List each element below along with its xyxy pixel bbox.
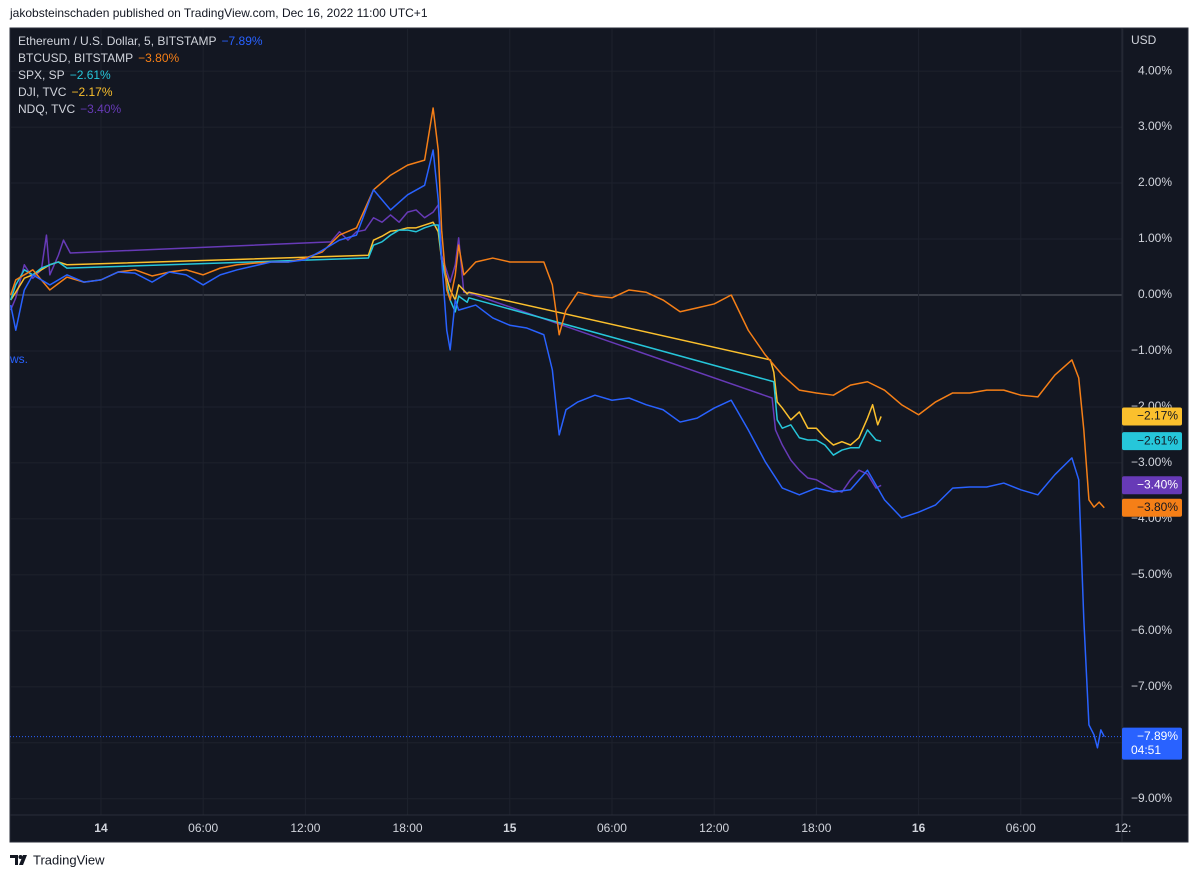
legend-change: −2.17% bbox=[71, 85, 112, 99]
y-tick-label: −6.00% bbox=[1131, 623, 1172, 637]
y-tick-label: 0.00% bbox=[1138, 287, 1172, 301]
x-tick-label: 12:00 bbox=[290, 821, 320, 835]
legend-label: DJI, TVC bbox=[18, 85, 67, 99]
legend-label: BTCUSD, BITSTAMP bbox=[18, 51, 133, 65]
price-badge bbox=[1122, 407, 1182, 426]
x-tick-label: 18:00 bbox=[801, 821, 831, 835]
axes: 4.00%3.00%2.00%1.00%0.00%−1.00%−2.00%−3.… bbox=[94, 63, 1172, 835]
y-tick-label: 1.00% bbox=[1138, 231, 1172, 245]
x-tick-label: 12: bbox=[1115, 821, 1132, 835]
legend-change: −2.61% bbox=[70, 68, 111, 82]
footer-source: TradingView bbox=[33, 852, 105, 867]
y-tick-label: −7.00% bbox=[1131, 679, 1172, 693]
y-tick-label: 2.00% bbox=[1138, 175, 1172, 189]
x-tick-label: 06:00 bbox=[1006, 821, 1036, 835]
price-badge-label: −7.89% bbox=[1137, 729, 1178, 743]
x-tick-label: 14 bbox=[94, 821, 108, 835]
price-badge-label: −3.40% bbox=[1137, 477, 1178, 491]
y-tick-label: 4.00% bbox=[1138, 63, 1172, 77]
logo-dot bbox=[18, 855, 23, 859]
legend-label: NDQ, TVC bbox=[18, 102, 75, 116]
legend-label: Ethereum / U.S. Dollar, 5, BITSTAMP bbox=[18, 34, 217, 48]
x-tick-label: 18:00 bbox=[393, 821, 423, 835]
series-line bbox=[10, 204, 882, 493]
price-badge bbox=[1122, 476, 1182, 495]
price-badge-label: −2.17% bbox=[1137, 409, 1178, 423]
annotation: ws. bbox=[9, 352, 28, 366]
logo-icon bbox=[10, 855, 27, 865]
y-tick-label: −1.00% bbox=[1131, 343, 1172, 357]
price-axis-unit: USD bbox=[1131, 33, 1157, 47]
series-line bbox=[10, 107, 1105, 509]
y-tick-label: −3.00% bbox=[1131, 455, 1172, 469]
grid bbox=[10, 28, 1124, 815]
series-line bbox=[10, 149, 1105, 749]
x-tick-label: 06:00 bbox=[597, 821, 627, 835]
legend-change: −3.40% bbox=[80, 102, 121, 116]
x-tick-label: 12:00 bbox=[699, 821, 729, 835]
footer-logo bbox=[10, 855, 27, 865]
chart-panel bbox=[9, 27, 1189, 843]
legend-change: −7.89% bbox=[222, 34, 263, 48]
y-tick-label: 3.00% bbox=[1138, 119, 1172, 133]
legend-change: −3.80% bbox=[138, 51, 179, 65]
y-tick-label: −5.00% bbox=[1131, 567, 1172, 581]
price-badge bbox=[1122, 727, 1182, 760]
x-tick-label: 15 bbox=[503, 821, 517, 835]
price-badge bbox=[1122, 498, 1182, 517]
y-tick-label: −9.00% bbox=[1131, 791, 1172, 805]
x-tick-label: 06:00 bbox=[188, 821, 218, 835]
countdown-label: 04:51 bbox=[1131, 743, 1161, 757]
plot-area: ws. bbox=[9, 107, 1122, 749]
legend: Ethereum / U.S. Dollar, 5, BITSTAMP −7.89… bbox=[18, 34, 263, 116]
price-badge-label: −2.61% bbox=[1137, 433, 1178, 447]
price-badge bbox=[1122, 432, 1182, 451]
legend-label: SPX, SP bbox=[18, 68, 65, 82]
price-badges: −7.89%04:51 −3.80% −2.61% −2.17% −3.40% bbox=[1122, 407, 1182, 760]
x-tick-label: 16 bbox=[912, 821, 926, 835]
price-badge-label: −3.80% bbox=[1137, 500, 1178, 514]
attribution: jakobsteinschaden published on TradingVi… bbox=[9, 6, 428, 20]
